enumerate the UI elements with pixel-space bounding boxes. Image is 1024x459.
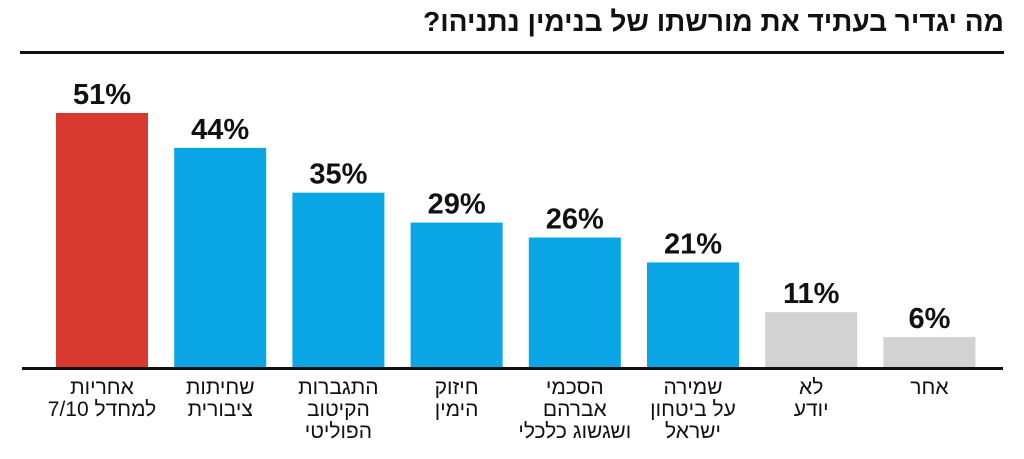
bar [174,147,267,367]
category-label: ציבורית [188,398,253,421]
category-label: התגברות [298,376,378,399]
data-label: 26% [546,204,604,236]
data-label: 21% [664,228,722,260]
bar [410,222,503,367]
bar [56,113,148,367]
x-axis-baseline [22,367,1003,370]
category-label: ישראל [665,420,721,443]
category-label: ושגשוג כלכלי [518,420,631,443]
category-label: שחיתות [186,376,255,399]
category-label: על ביטחון [650,398,736,421]
bar [528,237,621,367]
data-label: 35% [309,159,367,191]
category-label: הקיטוב [307,398,370,421]
category-label: יודע [794,398,829,421]
data-label: 11% [783,278,840,310]
bar [883,337,976,367]
data-label: 44% [191,114,249,146]
bar [292,192,385,367]
title-divider [20,51,1004,54]
chart-title: מה יגדיר בעתיד את מורשתו של בנימין נתניה… [423,6,1004,37]
category-label: אחר [910,376,948,399]
category-label: שמירה [663,376,722,399]
data-label: 51% [73,79,131,111]
category-label: למחדל 7/10 [48,398,156,421]
category-label: הימין [435,398,479,421]
category-label: חיזוק [435,376,479,399]
data-label: 29% [428,189,486,221]
bar [647,262,739,367]
data-label: 6% [908,303,950,335]
category-label: אחריות [70,376,134,399]
category-label: אברהם [543,398,607,421]
category-label: לא [799,376,823,399]
category-label: הסכמי [546,376,604,399]
category-label: הפוליטי [305,420,372,443]
bar [765,312,858,367]
